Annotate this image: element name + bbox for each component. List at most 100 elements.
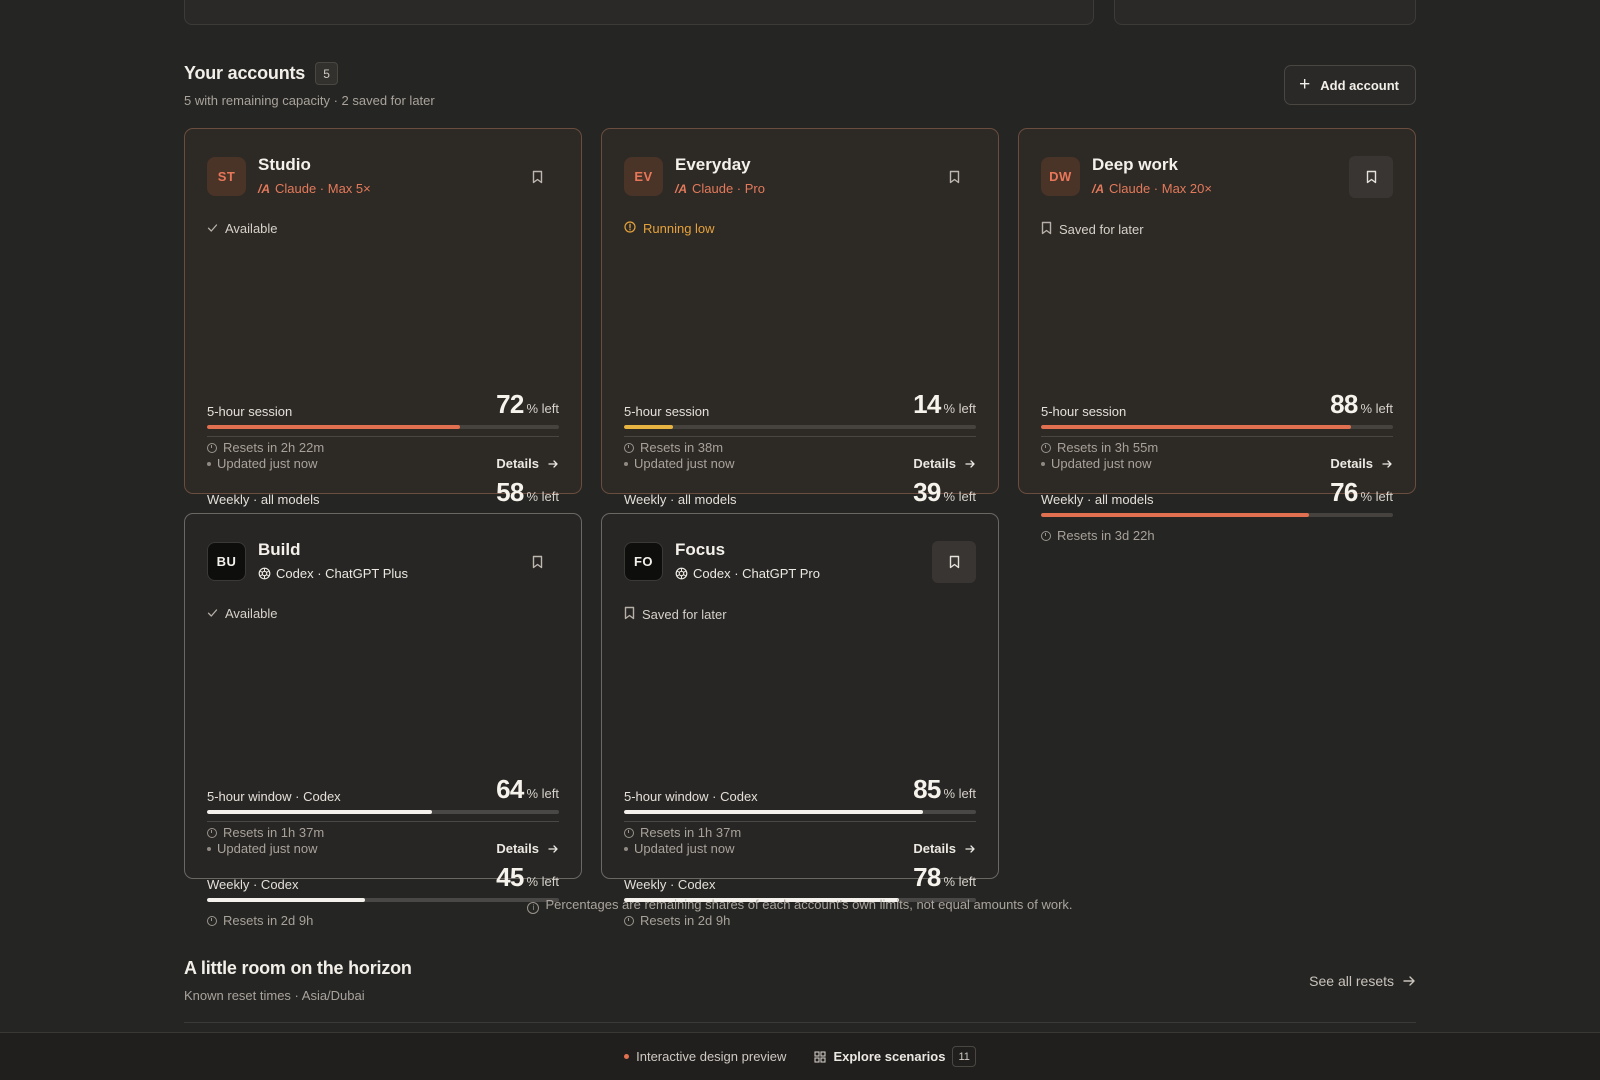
clock-icon bbox=[624, 442, 634, 453]
card-divider bbox=[207, 436, 559, 437]
card-header: BU Build Codex · ChatGPT Plus bbox=[207, 540, 559, 583]
meter-value: 88 % left bbox=[1330, 389, 1393, 420]
meter-value: 85 % left bbox=[913, 774, 976, 805]
card-divider bbox=[624, 821, 976, 822]
updated-status: Updated just now bbox=[624, 456, 734, 471]
horizon-divider bbox=[184, 1022, 1416, 1023]
claude-logo-icon: /A bbox=[675, 181, 687, 196]
details-label: Details bbox=[913, 456, 956, 471]
reset-label: Resets in 1h 37m bbox=[640, 825, 742, 840]
meter-value: 76 % left bbox=[1330, 477, 1393, 508]
status-badge: Saved for later bbox=[624, 606, 727, 623]
meter-unit: % left bbox=[526, 489, 559, 504]
meter-percent: 88 bbox=[1330, 389, 1358, 419]
details-link[interactable]: Details bbox=[1330, 456, 1393, 471]
progress-fill bbox=[624, 425, 674, 429]
account-plan: Codex · ChatGPT Pro bbox=[675, 566, 820, 581]
openai-logo-icon bbox=[675, 567, 688, 580]
status-badge: Available bbox=[207, 221, 278, 236]
meter-unit: % left bbox=[526, 401, 559, 416]
status-dot bbox=[624, 461, 628, 466]
usage-meter: 5-hour session 72 % left Resets in 2h 22… bbox=[207, 389, 559, 462]
add-account-button[interactable]: + Add account bbox=[1284, 65, 1416, 105]
save-for-later-button[interactable] bbox=[1349, 156, 1393, 198]
meter-value: 14 % left bbox=[913, 389, 976, 420]
meter-value: 39 % left bbox=[913, 477, 976, 508]
see-all-resets-link[interactable]: See all resets bbox=[1309, 973, 1416, 989]
arrow-right-icon bbox=[965, 459, 976, 469]
account-card[interactable]: FO Focus Codex · ChatGPT Pro Saved for l… bbox=[601, 513, 999, 928]
account-card[interactable]: DW Deep work /A Claude · Max 20× Saved fo… bbox=[1018, 128, 1416, 543]
reset-label: Resets in 2d 9h bbox=[223, 913, 314, 928]
clock-icon bbox=[624, 915, 634, 926]
progress-fill bbox=[207, 425, 461, 429]
progress-fill bbox=[1041, 425, 1351, 429]
arrow-right-icon bbox=[548, 459, 559, 469]
horizon-title: A little room on the horizon bbox=[184, 958, 412, 978]
details-link[interactable]: Details bbox=[496, 841, 559, 856]
plus-icon: + bbox=[1299, 73, 1311, 95]
status-badge: Saved for later bbox=[1041, 221, 1144, 238]
status-label: Available bbox=[225, 606, 278, 621]
plan-label: Codex · ChatGPT Pro bbox=[693, 566, 820, 581]
save-for-later-button[interactable] bbox=[515, 541, 559, 583]
details-link[interactable]: Details bbox=[913, 841, 976, 856]
usage-meter: 5-hour session 88 % left Resets in 3h 55… bbox=[1041, 389, 1393, 462]
reset-label: Resets in 1h 37m bbox=[223, 825, 325, 840]
updated-label: Updated just now bbox=[217, 456, 318, 471]
meter-unit: % left bbox=[1360, 401, 1393, 416]
status-badge: Running low bbox=[624, 221, 715, 236]
progress-fill bbox=[624, 898, 899, 902]
details-label: Details bbox=[913, 841, 956, 856]
meter-percent: 39 bbox=[913, 477, 941, 507]
bookmark-icon bbox=[532, 170, 543, 184]
bookmark-icon bbox=[1366, 170, 1377, 184]
progress-fill bbox=[1041, 513, 1309, 517]
account-card[interactable]: BU Build Codex · ChatGPT Plus Available … bbox=[184, 513, 582, 928]
meter-label: Weekly · Codex bbox=[207, 877, 299, 892]
meter-label: Weekly · all models bbox=[207, 492, 320, 507]
accounts-subtitle: 5 with remaining capacity · 2 saved for … bbox=[184, 93, 435, 108]
reset-time: Resets in 3h 55m bbox=[1041, 440, 1158, 455]
clock-icon bbox=[1041, 530, 1051, 541]
reset-time: Resets in 1h 37m bbox=[207, 825, 324, 840]
bookmark-icon bbox=[532, 555, 543, 569]
updated-label: Updated just now bbox=[1051, 456, 1152, 471]
meter-unit: % left bbox=[943, 786, 976, 801]
horizon-subtitle: Known reset times · Asia/Dubai bbox=[184, 988, 365, 1003]
account-card[interactable]: ST Studio /A Claude · Max 5× Available 5-… bbox=[184, 128, 582, 543]
note-text: Percentages are remaining shares of each… bbox=[545, 897, 1073, 912]
reset-time: Resets in 2d 9h bbox=[207, 913, 313, 928]
account-card[interactable]: EV Everyday /A Claude · Pro Running low 5… bbox=[601, 128, 999, 543]
openai-logo-icon bbox=[258, 567, 271, 580]
status-badge: Available bbox=[207, 606, 278, 621]
reset-time: Resets in 2h 22m bbox=[207, 440, 324, 455]
details-link[interactable]: Details bbox=[913, 456, 976, 471]
clock-icon bbox=[624, 827, 634, 838]
save-for-later-button[interactable] bbox=[932, 541, 976, 583]
meter-unit: % left bbox=[943, 874, 976, 889]
reset-label: Resets in 38m bbox=[640, 440, 724, 455]
card-header: EV Everyday /A Claude · Pro bbox=[624, 155, 976, 198]
reset-label: Resets in 3d 22h bbox=[1057, 528, 1155, 543]
bottom-bar: Interactive design preview Explore scena… bbox=[0, 1032, 1600, 1080]
bookmark-icon bbox=[1041, 221, 1052, 238]
reset-label: Resets in 2h 22m bbox=[223, 440, 325, 455]
usage-meter: 5-hour window · Codex 64 % left Resets i… bbox=[207, 774, 559, 847]
plan-label: Codex · ChatGPT Plus bbox=[276, 566, 408, 581]
arrow-right-icon bbox=[965, 844, 976, 854]
save-for-later-button[interactable] bbox=[515, 156, 559, 198]
usage-meter: Weekly · Codex 78 % left Resets in 2d 9h bbox=[624, 862, 976, 935]
grid-icon bbox=[814, 1050, 826, 1063]
meter-percent: 78 bbox=[913, 862, 941, 892]
explore-scenarios-button[interactable]: Explore scenarios 11 bbox=[814, 1046, 976, 1067]
meter-value: 72 % left bbox=[496, 389, 559, 420]
meter-percent: 58 bbox=[496, 477, 524, 507]
updated-status: Updated just now bbox=[1041, 456, 1151, 471]
save-for-later-button[interactable] bbox=[932, 156, 976, 198]
card-header: ST Studio /A Claude · Max 5× bbox=[207, 155, 559, 198]
progress-track bbox=[624, 425, 976, 429]
reset-time: Resets in 2d 9h bbox=[624, 913, 730, 928]
percentages-note: i Percentages are remaining shares of eac… bbox=[184, 897, 1416, 914]
details-link[interactable]: Details bbox=[496, 456, 559, 471]
